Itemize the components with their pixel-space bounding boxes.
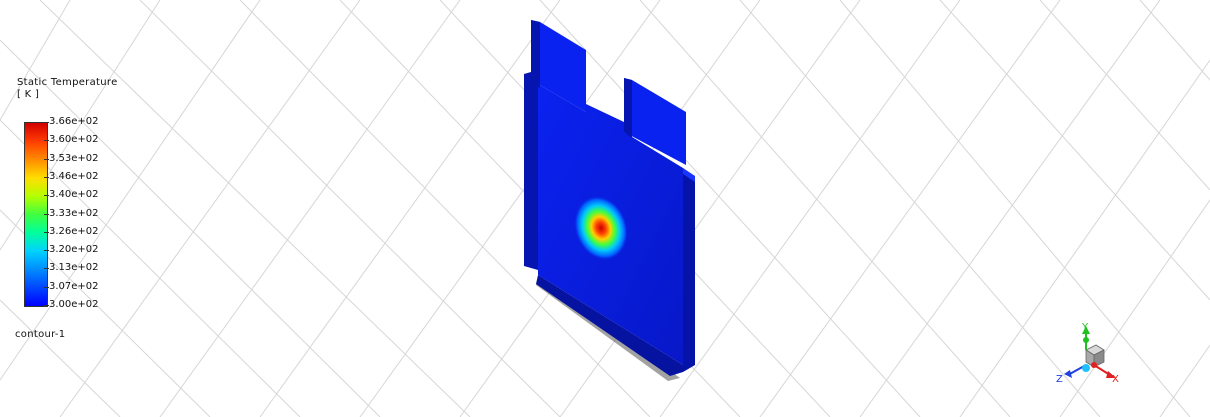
triad-cube-icon — [1085, 344, 1105, 368]
z-axis-label: Z — [1056, 374, 1063, 385]
colorbar-tick-label: 3.26e+02 — [44, 225, 99, 237]
colorbar-tick-label: 3.00e+02 — [44, 299, 99, 310]
colorbar-tick-label: 3.53e+02 — [44, 152, 99, 164]
colorbar-tick-label: 3.66e+02 — [44, 116, 99, 127]
colorbar-tick-label: 3.07e+02 — [44, 280, 99, 292]
tab-right[interactable] — [624, 78, 686, 165]
legend-title: Static Temperature [ K ] — [17, 77, 118, 101]
x-axis-label: X — [1112, 374, 1119, 385]
colorbar-tick-label: 3.40e+02 — [44, 189, 99, 201]
battery-body[interactable] — [524, 20, 695, 376]
colorbar-tick-label: 3.46e+02 — [44, 170, 99, 182]
colorbar-tick-label: 3.20e+02 — [44, 244, 99, 256]
colorbar-tick-label: 3.13e+02 — [44, 262, 99, 274]
colorbar-tick-label: 3.60e+02 — [44, 134, 99, 146]
y-axis-label: Y — [1081, 322, 1089, 333]
tab-left[interactable] — [531, 20, 586, 112]
colorbar-tick-label: 3.33e+02 — [44, 207, 99, 219]
contour-name-label: contour-1 — [15, 329, 66, 340]
temperature-hotspot — [574, 195, 628, 261]
legend-title-unit: [ K ] — [17, 89, 40, 100]
x-axis-arrow — [1093, 364, 1111, 376]
axis-triad[interactable]: Y X Z — [1050, 320, 1130, 390]
colorbar — [24, 122, 48, 307]
legend-title-quantity: Static Temperature — [17, 77, 118, 88]
